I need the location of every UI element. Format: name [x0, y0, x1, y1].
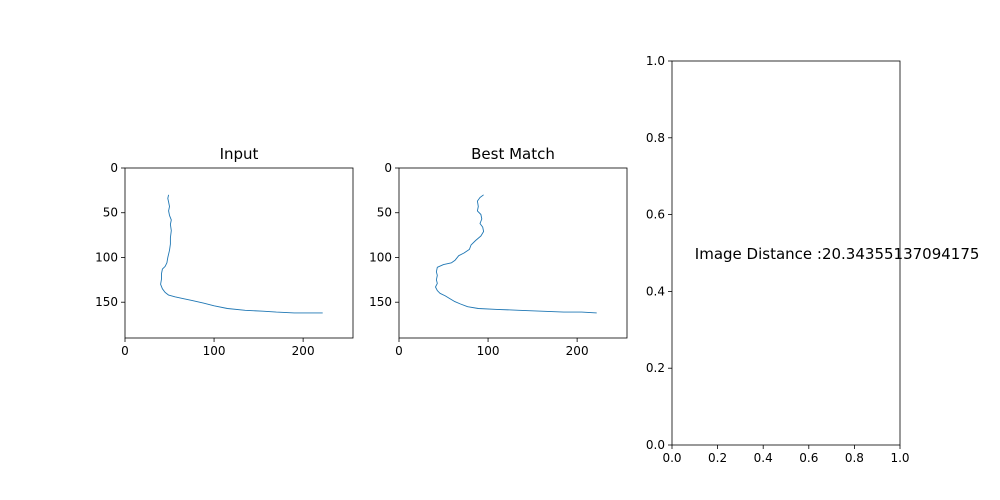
y-tick-label: 0.0: [646, 438, 665, 452]
y-tick-label: 0.6: [646, 208, 665, 222]
y-tick-label: 1.0: [646, 54, 665, 68]
x-tick-label: 0: [121, 344, 129, 358]
x-tick-label: 100: [477, 344, 500, 358]
y-tick-label: 100: [95, 250, 118, 264]
image-distance-annotation: Image Distance :20.34355137094175: [695, 245, 980, 263]
y-tick-label: 0: [384, 161, 392, 175]
series-line: [160, 194, 323, 314]
x-tick-label: 0.6: [799, 451, 818, 465]
y-tick-label: 0.4: [646, 284, 665, 298]
subplot-1: 0 100 200 0 50 100 150 Input: [95, 145, 354, 358]
subplot-title: Input: [220, 145, 259, 163]
x-tick-label: 0: [395, 344, 403, 358]
x-tick-label: 200: [566, 344, 589, 358]
series-line: [435, 194, 597, 314]
axes-frame: [398, 167, 628, 339]
subplot-title: Best Match: [471, 145, 555, 163]
x-tick-label: 0.0: [662, 451, 681, 465]
axes-frame: [671, 60, 901, 446]
subplot-3: 0.0 0.2 0.4 0.6 0.8 1.0 0.0 0.2 0.4 0.6 0.8 1.0 Imag…: [646, 54, 980, 465]
y-tick-label: 150: [95, 295, 118, 309]
y-tick-label: 0.8: [646, 131, 665, 145]
y-tick-label: 100: [369, 250, 392, 264]
x-tick-label: 1.0: [890, 451, 909, 465]
y-tick-label: 0.2: [646, 361, 665, 375]
x-tick-label: 0.2: [708, 451, 727, 465]
x-tick-label: 0.4: [754, 451, 773, 465]
y-tick-label: 150: [369, 295, 392, 309]
y-tick-label: 0: [110, 161, 118, 175]
x-tick-label: 200: [292, 344, 315, 358]
axes-frame: [124, 167, 354, 339]
y-tick-label: 50: [377, 206, 392, 220]
x-tick-label: 100: [203, 344, 226, 358]
y-tick-label: 50: [103, 206, 118, 220]
x-tick-label: 0.8: [845, 451, 864, 465]
subplot-2: 0 100 200 0 50 100 150 Best Match: [369, 145, 628, 358]
